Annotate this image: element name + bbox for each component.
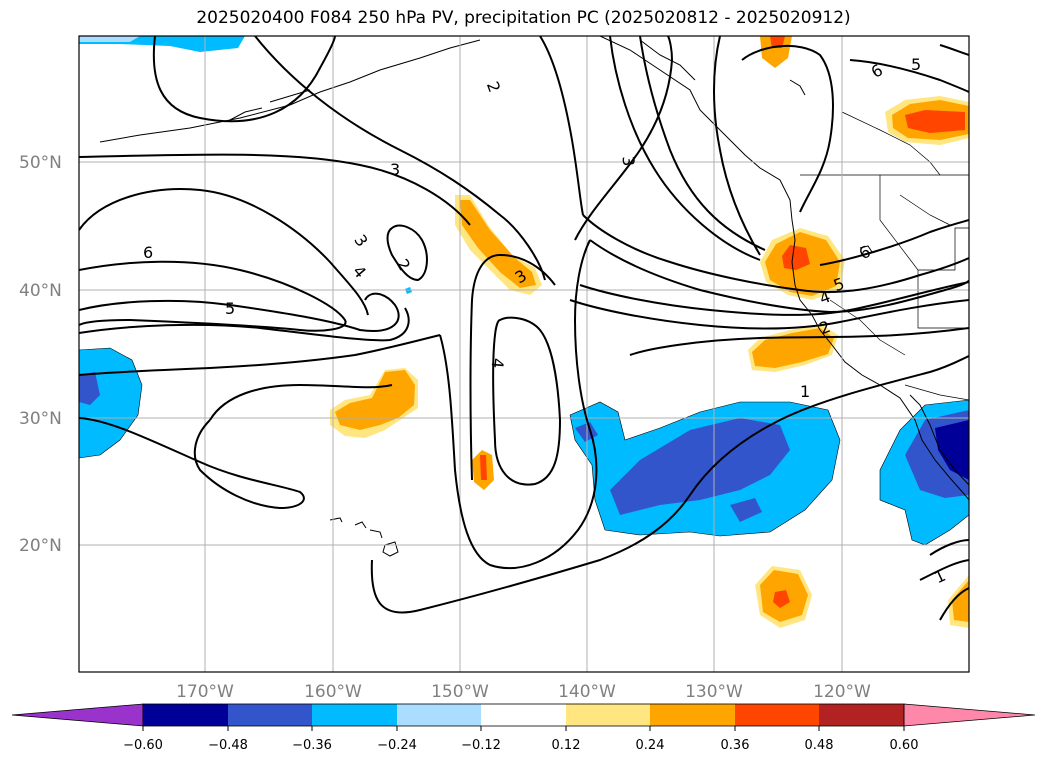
lon-label-120w: 120°W xyxy=(813,682,871,702)
precip-positive-shading xyxy=(330,36,969,628)
lon-label-140w: 140°W xyxy=(558,682,616,702)
borders xyxy=(800,111,969,401)
map-title: 2025020400 F084 250 hPa PV, precipitatio… xyxy=(196,8,851,28)
colorbar-outline xyxy=(142,703,905,727)
colorbar-bin-4 xyxy=(397,704,481,726)
pv-label-5-west: 5 xyxy=(225,299,235,318)
lat-label-50n: 50°N xyxy=(19,153,62,173)
coastlines xyxy=(99,36,969,557)
colorbar-bin-8 xyxy=(735,704,819,726)
latitude-labels: 50°N 40°N 30°N 20°N xyxy=(19,153,62,556)
colorbar-tick-label: 0.60 xyxy=(890,738,919,753)
colorbar-bin-2 xyxy=(228,704,312,726)
lon-label-160w: 160°W xyxy=(304,682,362,702)
colorbar-extend-low xyxy=(11,703,144,727)
lon-label-150w: 150°W xyxy=(431,682,489,702)
lat-label-40n: 40°N xyxy=(19,281,62,301)
pv-label-3-a: 3 xyxy=(390,160,400,179)
colorbar-tick-label: −0.60 xyxy=(123,738,163,753)
colorbar: −0.60 −0.48 −0.36 −0.24 −0.12 0.12 0.24 … xyxy=(11,703,1036,753)
lat-label-30n: 30°N xyxy=(19,409,62,429)
colorbar-tick-label: 0.24 xyxy=(636,738,665,753)
longitude-labels: 170°W 160°W 150°W 140°W 130°W 120°W xyxy=(176,682,871,702)
colorbar-extend-high xyxy=(903,703,1036,727)
lon-label-130w: 130°W xyxy=(685,682,743,702)
map-frame xyxy=(78,35,970,673)
pv-label-5-east: 5 xyxy=(911,55,921,74)
colorbar-tick-label: −0.48 xyxy=(208,738,248,753)
colorbar-tick-label: 0.48 xyxy=(805,738,834,753)
grid-lines xyxy=(79,36,969,672)
colorbar-tick-label: −0.36 xyxy=(292,738,332,753)
colorbar-bin-5 xyxy=(481,704,566,726)
pv-label-6-west: 6 xyxy=(143,243,153,262)
colorbar-tick-label: 0.36 xyxy=(721,738,750,753)
colorbar-bin-6 xyxy=(566,704,650,726)
colorbar-tick-label: 0.12 xyxy=(552,738,581,753)
colorbar-bin-1 xyxy=(143,704,228,726)
pv-label-4-b: 4 xyxy=(488,357,508,369)
colorbar-tick-label: −0.12 xyxy=(461,738,501,753)
lat-label-20n: 20°N xyxy=(19,536,62,556)
colorbar-tick-label: −0.24 xyxy=(377,738,417,753)
colorbar-bin-7 xyxy=(650,704,735,726)
colorbar-bin-9 xyxy=(819,704,904,726)
map-area xyxy=(79,36,969,672)
colorbar-ticks xyxy=(142,726,905,731)
colorbar-bin-3 xyxy=(312,704,397,726)
pv-label-1-a: 1 xyxy=(800,382,810,401)
pv-label-3-c: 3 xyxy=(619,155,639,167)
lon-label-170w: 170°W xyxy=(176,682,234,702)
pv-contours xyxy=(79,36,969,621)
